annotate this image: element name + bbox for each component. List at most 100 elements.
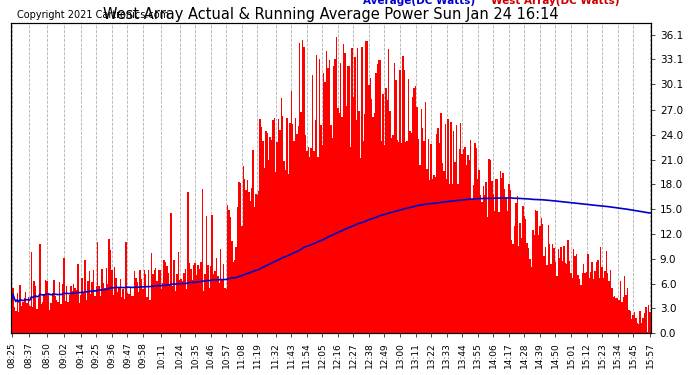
Bar: [531, 267, 532, 333]
Bar: [25, 292, 26, 333]
Bar: [328, 60, 330, 333]
Bar: [76, 290, 77, 333]
Bar: [35, 286, 37, 333]
Bar: [342, 117, 343, 333]
Bar: [590, 272, 591, 333]
Bar: [593, 279, 594, 333]
Bar: [417, 139, 419, 333]
Bar: [536, 211, 538, 333]
Bar: [637, 323, 638, 333]
Bar: [68, 302, 69, 333]
Bar: [528, 248, 529, 333]
Bar: [274, 118, 275, 333]
Bar: [545, 247, 546, 333]
Bar: [101, 269, 103, 333]
Bar: [429, 180, 431, 333]
Bar: [29, 306, 30, 333]
Bar: [514, 226, 515, 333]
Bar: [495, 179, 497, 333]
Bar: [242, 166, 244, 333]
Bar: [285, 170, 286, 333]
Bar: [157, 281, 158, 333]
Bar: [162, 283, 164, 333]
Bar: [570, 273, 572, 333]
Bar: [422, 128, 424, 333]
Text: Average(DC Watts): Average(DC Watts): [363, 0, 475, 6]
Bar: [310, 148, 312, 333]
Bar: [548, 225, 549, 333]
Bar: [265, 131, 266, 333]
Bar: [95, 297, 96, 333]
Bar: [230, 217, 231, 333]
Bar: [309, 157, 310, 333]
Bar: [567, 240, 569, 333]
Title: West Array Actual & Running Average Power Sun Jan 24 16:14: West Array Actual & Running Average Powe…: [103, 7, 559, 22]
Bar: [189, 263, 190, 333]
Bar: [84, 260, 86, 333]
Bar: [197, 266, 199, 333]
Bar: [529, 259, 531, 333]
Bar: [259, 119, 261, 333]
Bar: [473, 185, 474, 333]
Bar: [563, 246, 564, 333]
Bar: [330, 124, 331, 333]
Bar: [237, 207, 238, 333]
Bar: [363, 141, 364, 333]
Bar: [114, 267, 115, 333]
Bar: [327, 68, 328, 333]
Bar: [33, 281, 35, 333]
Bar: [56, 300, 57, 333]
Bar: [77, 264, 79, 333]
Bar: [227, 205, 228, 333]
Bar: [234, 261, 235, 333]
Bar: [426, 169, 428, 333]
Bar: [111, 270, 112, 333]
Bar: [447, 119, 448, 333]
Bar: [132, 296, 134, 333]
Bar: [124, 299, 126, 333]
Bar: [290, 90, 292, 333]
Bar: [348, 66, 350, 333]
Bar: [226, 290, 227, 333]
Bar: [484, 195, 486, 333]
Bar: [618, 300, 620, 333]
Bar: [364, 114, 366, 333]
Bar: [591, 262, 593, 333]
Bar: [112, 295, 114, 333]
Bar: [59, 282, 60, 333]
Bar: [446, 179, 447, 333]
Bar: [28, 297, 29, 333]
Bar: [213, 274, 215, 333]
Bar: [316, 55, 317, 333]
Bar: [296, 134, 297, 333]
Bar: [282, 116, 284, 333]
Bar: [483, 186, 484, 333]
Bar: [460, 123, 462, 333]
Bar: [211, 215, 213, 333]
Bar: [647, 332, 648, 333]
Bar: [139, 270, 141, 333]
Bar: [546, 265, 548, 333]
Bar: [45, 280, 46, 333]
Bar: [257, 195, 258, 333]
Bar: [175, 291, 176, 333]
Bar: [397, 140, 398, 333]
Bar: [560, 247, 562, 333]
Bar: [72, 291, 73, 333]
Bar: [463, 149, 464, 333]
Bar: [69, 295, 70, 333]
Bar: [184, 273, 185, 333]
Bar: [122, 290, 124, 333]
Bar: [87, 281, 88, 333]
Bar: [164, 260, 165, 333]
Bar: [135, 278, 137, 333]
Bar: [281, 98, 282, 333]
Bar: [595, 262, 597, 333]
Bar: [216, 258, 217, 333]
Bar: [255, 194, 257, 333]
Bar: [96, 286, 97, 333]
Bar: [518, 246, 520, 333]
Bar: [586, 272, 587, 333]
Bar: [424, 141, 425, 333]
Bar: [333, 66, 335, 333]
